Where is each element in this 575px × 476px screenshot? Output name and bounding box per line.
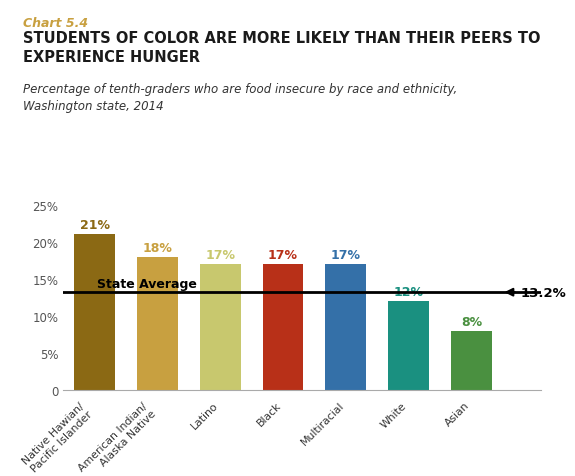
- Text: 17%: 17%: [331, 248, 361, 261]
- Bar: [451, 331, 492, 390]
- Text: 8%: 8%: [461, 315, 482, 328]
- Bar: [263, 265, 304, 390]
- Text: 18%: 18%: [143, 241, 172, 254]
- Text: 17%: 17%: [205, 248, 235, 261]
- Text: Percentage of tenth-graders who are food insecure by race and ethnicity,
Washing: Percentage of tenth-graders who are food…: [23, 83, 457, 113]
- Bar: [325, 265, 366, 390]
- Text: Chart 5.4: Chart 5.4: [23, 17, 88, 30]
- Text: State Average: State Average: [97, 278, 197, 290]
- Text: STUDENTS OF COLOR ARE MORE LIKELY THAN THEIR PEERS TO
EXPERIENCE HUNGER: STUDENTS OF COLOR ARE MORE LIKELY THAN T…: [23, 31, 540, 64]
- Bar: [137, 257, 178, 390]
- Bar: [388, 301, 429, 390]
- Bar: [200, 265, 241, 390]
- Text: 12%: 12%: [394, 286, 424, 298]
- Text: 13.2%: 13.2%: [507, 286, 566, 299]
- Text: 21%: 21%: [80, 219, 110, 232]
- Bar: [74, 235, 115, 390]
- Text: 17%: 17%: [268, 248, 298, 261]
